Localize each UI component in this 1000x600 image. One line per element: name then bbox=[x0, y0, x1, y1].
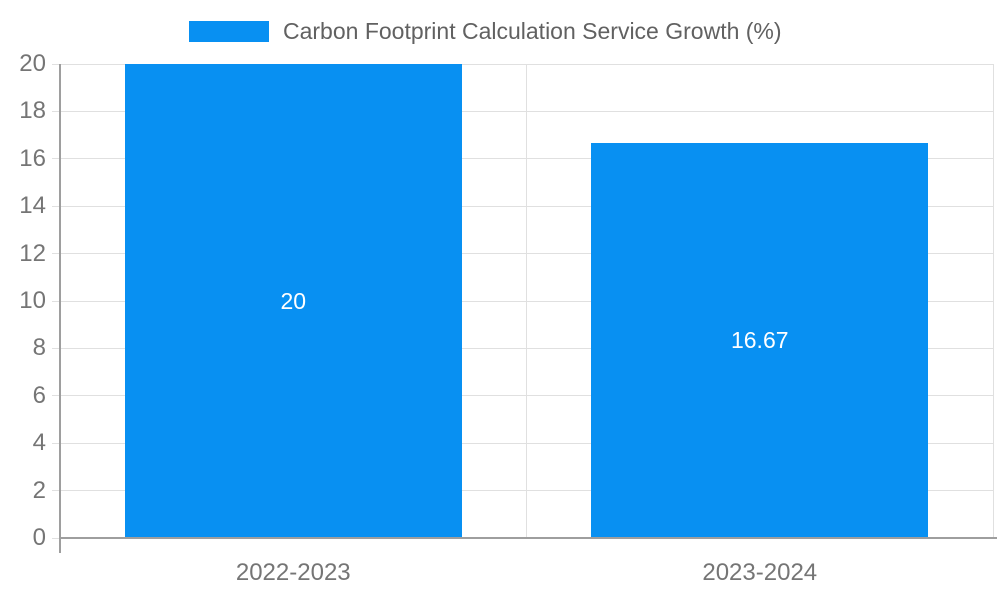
y-axis-line bbox=[59, 64, 61, 553]
y-tick-label: 18 bbox=[19, 97, 46, 125]
legend: Carbon Footprint Calculation Service Gro… bbox=[189, 18, 782, 44]
y-tick-label: 10 bbox=[19, 287, 46, 314]
y-axis-tick bbox=[52, 490, 60, 492]
y-tick-label: 4 bbox=[32, 429, 46, 457]
y-axis-tick bbox=[52, 158, 60, 160]
y-axis-tick bbox=[52, 300, 60, 302]
x-axis-baseline bbox=[60, 537, 997, 539]
y-tick-label: 8 bbox=[32, 334, 46, 362]
column-divider bbox=[992, 64, 994, 538]
y-tick-label: 14 bbox=[19, 192, 46, 220]
y-axis-tick bbox=[52, 110, 60, 112]
y-axis-tick bbox=[52, 442, 60, 444]
y-axis-tick bbox=[52, 537, 60, 539]
bar-2022-2023[interactable] bbox=[124, 64, 462, 538]
bar-value-label: 20 bbox=[280, 288, 307, 314]
y-axis-tick bbox=[52, 205, 60, 207]
column-divider bbox=[526, 64, 527, 538]
y-tick-label: 20 bbox=[19, 50, 46, 77]
bar-2023-2024[interactable] bbox=[591, 142, 929, 538]
y-axis-tick bbox=[52, 253, 60, 255]
y-tick-label: 2 bbox=[32, 476, 46, 504]
y-tick-label: 16 bbox=[19, 144, 46, 172]
y-axis-tick bbox=[52, 395, 60, 397]
legend-swatch bbox=[189, 20, 269, 42]
y-axis-tick bbox=[52, 347, 60, 349]
y-tick-label: 0 bbox=[32, 524, 46, 551]
y-tick-label: 12 bbox=[19, 239, 46, 267]
y-tick-label: 6 bbox=[32, 381, 46, 409]
y-axis-tick bbox=[52, 63, 60, 65]
chart-title: Carbon Footprint Calculation Service Gro… bbox=[283, 18, 782, 44]
x-category-label: 2022-2023 bbox=[235, 559, 351, 586]
x-category-label: 2023-2024 bbox=[702, 559, 818, 586]
bar-value-label: 16.67 bbox=[730, 327, 789, 354]
